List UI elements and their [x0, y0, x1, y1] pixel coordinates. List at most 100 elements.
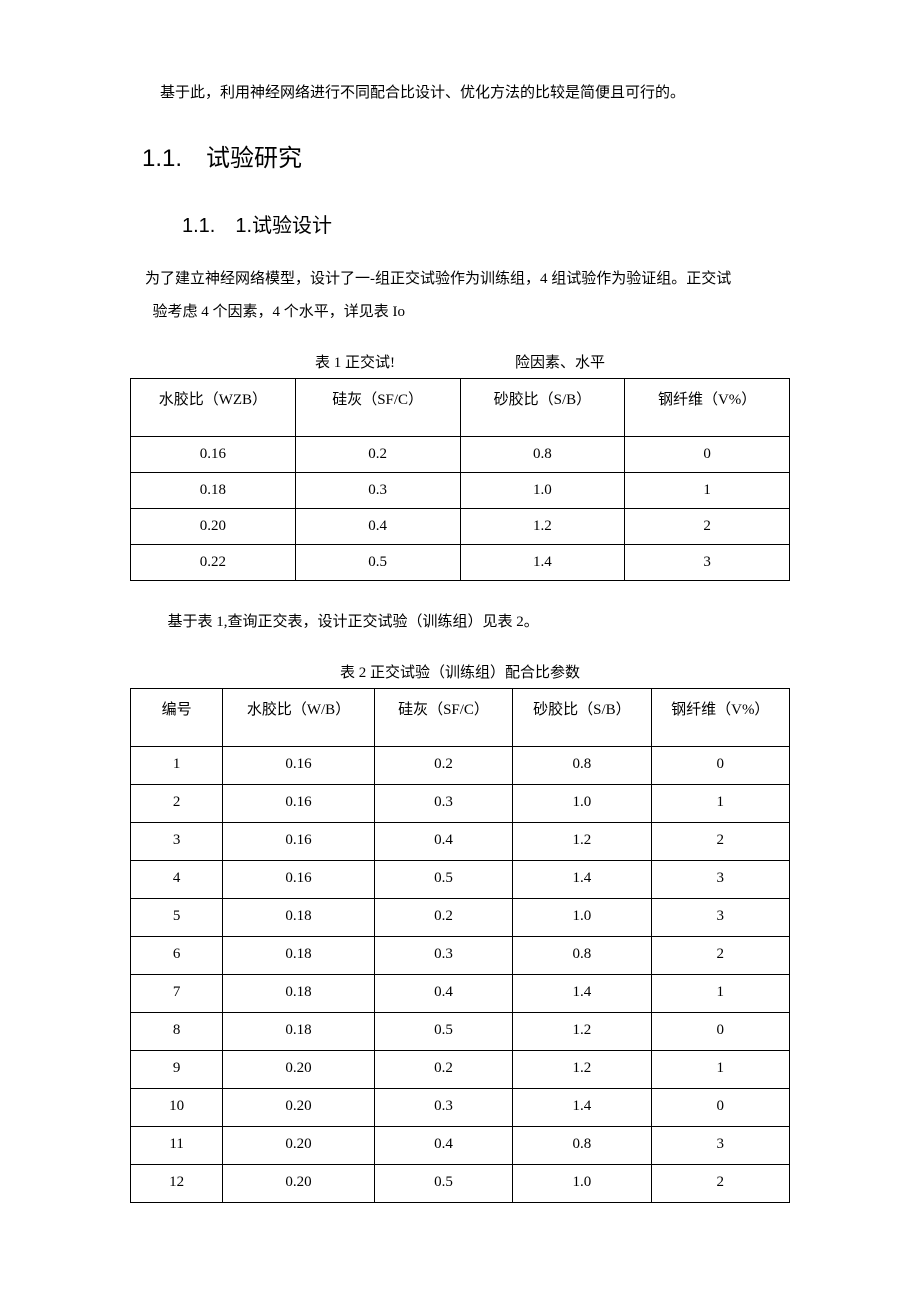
table-row: 10.160.20.80 — [131, 747, 790, 785]
table-row: 80.180.51.20 — [131, 1013, 790, 1051]
table-row: 0.180.31.01 — [131, 473, 790, 509]
table2-cell: 0.8 — [513, 747, 651, 785]
table2-cell: 0 — [651, 1013, 789, 1051]
table-row: 0.200.41.22 — [131, 509, 790, 545]
table1-cell: 0.4 — [295, 509, 460, 545]
table2-col-1: 水胶比（W/B） — [223, 689, 375, 747]
table2-cell: 1 — [131, 747, 223, 785]
table2-cell: 0.18 — [223, 1013, 375, 1051]
table2-cell: 0.2 — [374, 1051, 512, 1089]
table1: 水胶比（WZB）硅灰（SF/C）砂胶比（S/B）钢纤维（V%） 0.160.20… — [130, 378, 790, 581]
table2-cell: 0.3 — [374, 785, 512, 823]
table1-cell: 0.16 — [131, 437, 296, 473]
table2-cell: 10 — [131, 1089, 223, 1127]
table2-cell: 0.18 — [223, 899, 375, 937]
table2-cell: 1.4 — [513, 975, 651, 1013]
table2-cell: 1.0 — [513, 899, 651, 937]
table-row: 30.160.41.22 — [131, 823, 790, 861]
table2-cell: 11 — [131, 1127, 223, 1165]
table2-cell: 1.2 — [513, 1051, 651, 1089]
table1-col-3: 钢纤维（V%） — [625, 379, 790, 437]
design-paragraph-2: 验考虑 4 个因素，4 个水平，详见表 Io — [130, 299, 790, 326]
table2-cell: 0.2 — [374, 747, 512, 785]
table2-cell: 1 — [651, 1051, 789, 1089]
table1-col-1: 硅灰（SF/C） — [295, 379, 460, 437]
table2-cell: 2 — [131, 785, 223, 823]
table1-cell: 2 — [625, 509, 790, 545]
table2-cell: 2 — [651, 937, 789, 975]
table2-cell: 0 — [651, 1089, 789, 1127]
table2-cell: 1.2 — [513, 1013, 651, 1051]
design-paragraph-1: 为了建立神经网络模型，设计了一-组正交试验作为训练组，4 组试验作为验证组。正交… — [130, 266, 790, 293]
table2-cell: 0.16 — [223, 747, 375, 785]
table2-cell: 0.5 — [374, 1013, 512, 1051]
table2-cell: 1.4 — [513, 1089, 651, 1127]
table2-cell: 1.0 — [513, 1165, 651, 1203]
table2-cell: 2 — [651, 823, 789, 861]
table1-caption-right: 险因素、水平 — [515, 350, 605, 377]
table2-cell: 1.4 — [513, 861, 651, 899]
table2-cell: 8 — [131, 1013, 223, 1051]
heading-section: 1.1. 试验研究 — [142, 137, 790, 180]
table-row: 110.200.40.83 — [131, 1127, 790, 1165]
table-row: 60.180.30.82 — [131, 937, 790, 975]
table2-header-row: 编号水胶比（W/B）硅灰（SF/C）砂胶比（S/B）钢纤维（V%） — [131, 689, 790, 747]
table2-cell: 1.2 — [513, 823, 651, 861]
table2-cell: 0.4 — [374, 1127, 512, 1165]
table2-cell: 3 — [651, 899, 789, 937]
table1-header-row: 水胶比（WZB）硅灰（SF/C）砂胶比（S/B）钢纤维（V%） — [131, 379, 790, 437]
table2-col-2: 硅灰（SF/C） — [374, 689, 512, 747]
table1-cell: 0.2 — [295, 437, 460, 473]
table2-cell: 0.2 — [374, 899, 512, 937]
table1-cell: 1.0 — [460, 473, 625, 509]
table2-cell: 0.16 — [223, 861, 375, 899]
table2-cell: 0 — [651, 747, 789, 785]
table2-cell: 0.3 — [374, 937, 512, 975]
table1-cell: 1 — [625, 473, 790, 509]
table2-cell: 0.4 — [374, 975, 512, 1013]
table2-cell: 5 — [131, 899, 223, 937]
table2-cell: 0.5 — [374, 861, 512, 899]
table2-col-3: 砂胶比（S/B） — [513, 689, 651, 747]
intro-paragraph: 基于此，利用神经网络进行不同配合比设计、优化方法的比较是简便且可行的。 — [130, 80, 790, 107]
table2-cell: 0.18 — [223, 937, 375, 975]
table2-cell: 0.20 — [223, 1127, 375, 1165]
table2: 编号水胶比（W/B）硅灰（SF/C）砂胶比（S/B）钢纤维（V%） 10.160… — [130, 688, 790, 1203]
after-table1-paragraph: 基于表 1,查询正交表，设计正交试验（训练组）见表 2。 — [130, 609, 790, 636]
table2-cell: 12 — [131, 1165, 223, 1203]
table2-caption: 表 2 正交试验（训练组）配合比参数 — [130, 660, 790, 687]
table2-cell: 6 — [131, 937, 223, 975]
table2-cell: 0.4 — [374, 823, 512, 861]
table1-col-2: 砂胶比（S/B） — [460, 379, 625, 437]
table2-cell: 3 — [651, 861, 789, 899]
table2-cell: 0.8 — [513, 937, 651, 975]
table2-cell: 0.20 — [223, 1165, 375, 1203]
table1-cell: 0 — [625, 437, 790, 473]
table2-cell: 0.8 — [513, 1127, 651, 1165]
table-row: 40.160.51.43 — [131, 861, 790, 899]
table1-cell: 0.5 — [295, 545, 460, 581]
table1-cell: 0.8 — [460, 437, 625, 473]
table1-cell: 3 — [625, 545, 790, 581]
table2-cell: 0.20 — [223, 1089, 375, 1127]
table2-cell: 0.18 — [223, 975, 375, 1013]
table2-cell: 0.16 — [223, 823, 375, 861]
table1-cell: 0.22 — [131, 545, 296, 581]
table1-caption: 表 1 正交试! 险因素、水平 — [130, 350, 790, 377]
table2-cell: 1 — [651, 975, 789, 1013]
table2-cell: 7 — [131, 975, 223, 1013]
table1-caption-left: 表 1 正交试! — [315, 350, 395, 377]
table-row: 120.200.51.02 — [131, 1165, 790, 1203]
table1-col-0: 水胶比（WZB） — [131, 379, 296, 437]
table1-cell: 1.2 — [460, 509, 625, 545]
table-row: 50.180.21.03 — [131, 899, 790, 937]
table2-cell: 3 — [651, 1127, 789, 1165]
table-row: 20.160.31.01 — [131, 785, 790, 823]
table2-cell: 1 — [651, 785, 789, 823]
table2-cell: 3 — [131, 823, 223, 861]
table2-cell: 0.5 — [374, 1165, 512, 1203]
table2-cell: 4 — [131, 861, 223, 899]
table-row: 70.180.41.41 — [131, 975, 790, 1013]
table1-cell: 0.20 — [131, 509, 296, 545]
table2-cell: 2 — [651, 1165, 789, 1203]
